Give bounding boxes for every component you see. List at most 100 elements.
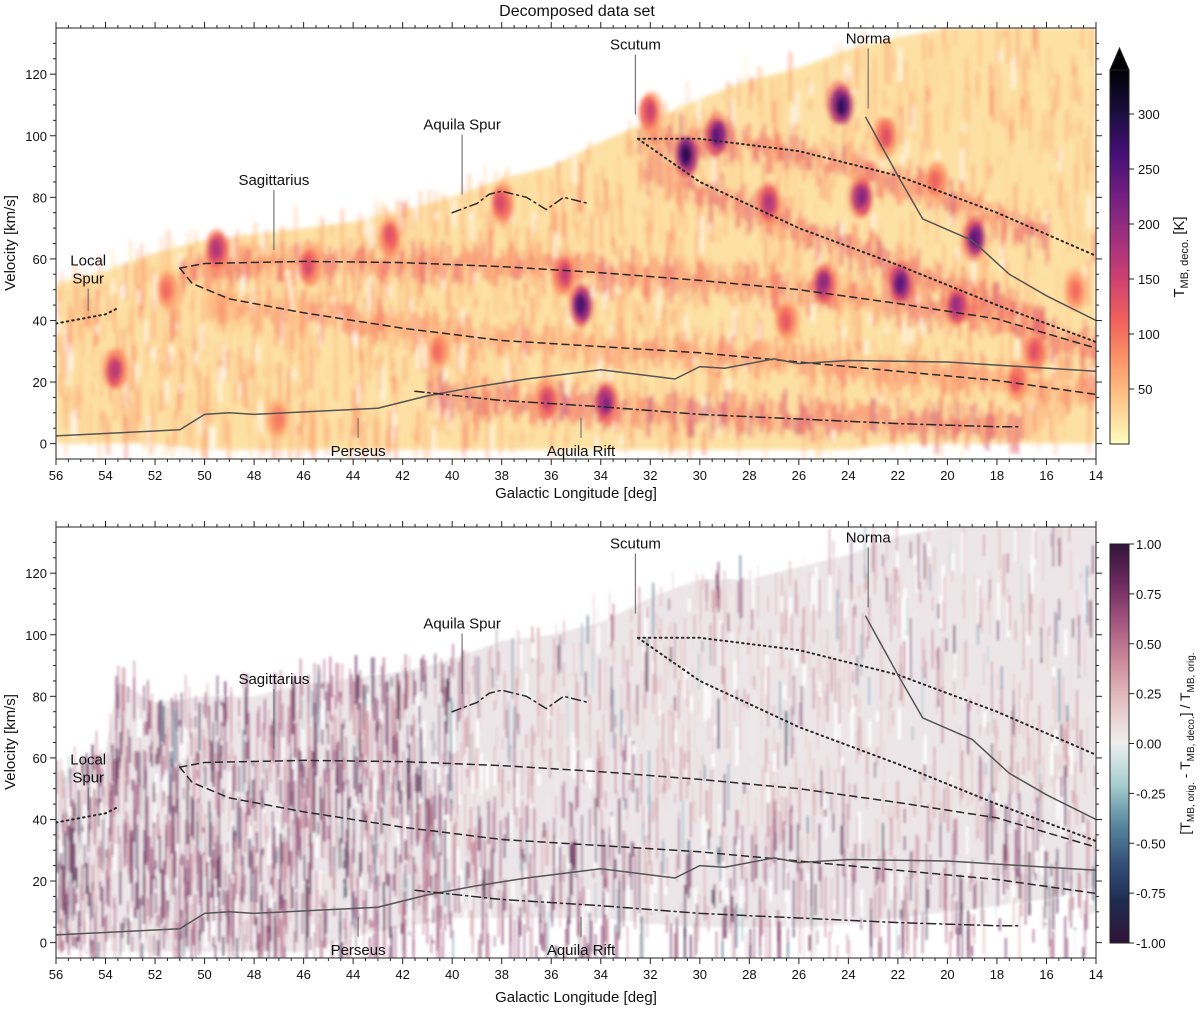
emission-streak <box>361 349 364 393</box>
emission-ridge <box>700 188 704 206</box>
emission-ridge <box>552 325 556 354</box>
emission-streak <box>439 407 442 431</box>
residual-streak <box>163 861 165 919</box>
emission-streak <box>902 342 906 374</box>
annotation-label: Sagittarius <box>238 172 309 189</box>
emission-streak <box>434 216 438 260</box>
residual-streak <box>153 786 155 804</box>
emission-ridge <box>676 167 680 204</box>
emission-ridge <box>638 400 642 430</box>
residual-streak <box>325 911 328 934</box>
emission-streak <box>1085 162 1088 189</box>
emission-ridge <box>813 223 817 238</box>
emission-streak <box>319 337 322 384</box>
emission-ridge <box>414 246 418 278</box>
emission-ridge <box>687 264 691 289</box>
emission-ridge <box>884 172 888 189</box>
residual-gap <box>99 802 103 841</box>
residual-streak <box>307 675 310 724</box>
emission-ridge <box>468 250 471 291</box>
emission-streak <box>122 405 126 444</box>
residual-streak <box>299 819 302 861</box>
emission-ridge <box>646 160 650 197</box>
emission-ridge <box>1062 339 1066 354</box>
residual-streak <box>291 688 294 717</box>
emission-streak <box>483 353 487 399</box>
emission-ridge <box>810 223 814 249</box>
emission-streak <box>510 431 513 455</box>
emission-streak <box>1034 47 1037 88</box>
residual-streak <box>238 891 240 931</box>
emission-ridge <box>781 343 784 368</box>
residual-streak <box>79 935 82 950</box>
residual-streak <box>361 809 363 873</box>
emission-ridge <box>1000 360 1004 393</box>
residual-streak <box>323 658 326 718</box>
emission-streak <box>303 350 306 392</box>
emission-streak <box>1043 110 1046 151</box>
emission-streak <box>62 277 65 305</box>
emission-ridge <box>1027 303 1031 327</box>
emission-ridge <box>992 378 995 392</box>
residual-streak <box>371 703 373 763</box>
residual-streak <box>232 764 235 811</box>
residual-streak <box>285 721 288 784</box>
residual-streak <box>386 784 389 794</box>
x-tick-label: 34 <box>594 468 608 483</box>
emission-streak <box>1090 92 1093 121</box>
residual-streak <box>390 677 393 687</box>
residual-streak <box>440 793 443 856</box>
residual-streak <box>89 793 92 833</box>
emission-streak <box>597 192 600 207</box>
residual-streak <box>339 691 342 703</box>
emission-ridge <box>433 389 437 413</box>
residual-streak <box>131 936 134 953</box>
emission-streak <box>713 203 716 227</box>
emission-ridge <box>415 311 419 347</box>
emission-streak <box>833 156 836 187</box>
emission-ridge <box>540 334 544 349</box>
residual-streak <box>271 824 274 870</box>
emission-streak <box>577 224 580 245</box>
residual-streak <box>121 718 124 734</box>
emission-streak <box>555 410 558 430</box>
emission-ridge <box>849 349 853 379</box>
emission-ridge <box>400 312 404 339</box>
residual-streak <box>287 706 290 744</box>
emission-ridge <box>629 395 633 421</box>
residual-streak <box>392 767 395 819</box>
emission-ridge <box>852 362 856 384</box>
emission-ridge <box>486 323 490 348</box>
emission-ridge <box>911 409 915 432</box>
emission-ridge <box>935 259 938 294</box>
emission-streak <box>1083 231 1086 283</box>
residual-streak <box>303 758 306 781</box>
emission-streak <box>1063 393 1066 440</box>
emission-ridge <box>991 202 995 231</box>
emission-ridge <box>271 243 275 266</box>
residual-streak <box>56 867 58 878</box>
emission-streak <box>680 292 683 312</box>
emission-ridge <box>864 404 868 446</box>
emission-ridge <box>932 403 936 429</box>
residual-streak <box>232 831 235 849</box>
emission-streak <box>336 286 339 313</box>
emission-streak <box>417 284 420 336</box>
residual-gap <box>147 874 151 899</box>
emission-ridge <box>620 401 624 431</box>
emission-streak <box>1041 378 1044 428</box>
emission-streak <box>178 387 181 411</box>
emission-gap <box>434 212 438 220</box>
residual-streak <box>355 655 357 705</box>
residual-gap <box>228 771 232 793</box>
residual-streak <box>254 847 256 875</box>
emission-gap <box>555 231 559 263</box>
residual-streak <box>321 798 324 858</box>
residual-streak <box>103 922 106 958</box>
emission-ridge <box>595 263 599 293</box>
emission-streak <box>410 336 413 358</box>
residual-streak <box>285 783 288 825</box>
residual-streak <box>281 894 284 911</box>
emission-streak <box>666 230 669 259</box>
residual-streak <box>382 769 385 805</box>
